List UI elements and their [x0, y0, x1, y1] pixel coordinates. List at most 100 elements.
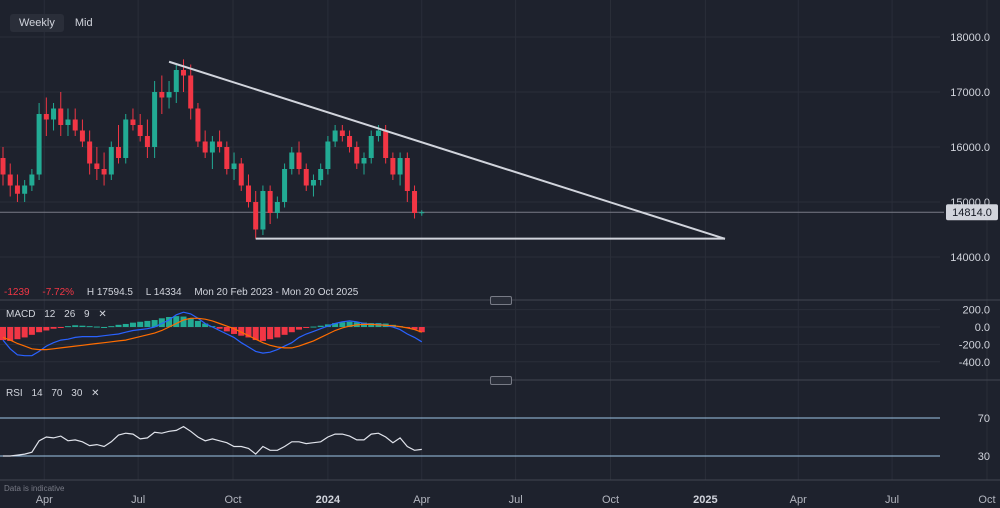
candle-body — [51, 108, 57, 120]
macd-histogram-bar — [86, 326, 93, 328]
macd-histogram-bar — [108, 326, 115, 328]
rsi-param-lower: 30 — [71, 388, 83, 399]
macd-histogram-bar — [93, 326, 100, 328]
macd-axis-tick: 200.0 — [962, 305, 990, 317]
candle-body — [404, 158, 410, 191]
macd-histogram-bar — [72, 325, 79, 327]
macd-histogram-bar — [223, 327, 230, 332]
candle-body — [116, 147, 122, 158]
price-axis-tick: 16000.0 — [950, 142, 990, 154]
macd-axis-tick: -400.0 — [959, 357, 990, 369]
macd-histogram-bar — [21, 327, 28, 338]
time-axis-label: 2025 — [693, 494, 717, 506]
pane-resize-handle-macd[interactable] — [490, 296, 512, 305]
price-axis-tick: 17000.0 — [950, 87, 990, 99]
rsi-legend: RSI 14 70 30 ✕ — [6, 388, 106, 399]
candle-body — [137, 125, 143, 136]
candle-body — [144, 136, 150, 147]
candle-body — [282, 169, 288, 202]
macd-histogram-bar — [101, 327, 108, 328]
macd-histogram-bar — [346, 321, 353, 327]
time-axis-label: 2024 — [316, 494, 341, 506]
macd-histogram-bar — [411, 327, 418, 330]
candle-body — [29, 174, 35, 186]
macd-signal-line — [2, 317, 423, 351]
close-icon[interactable]: ✕ — [91, 388, 100, 399]
macd-axis-tick: 0.0 — [975, 322, 990, 334]
macd-histogram-bar — [79, 325, 86, 327]
macd-histogram-bar — [281, 327, 288, 335]
rsi-param-length: 14 — [31, 388, 43, 399]
candle-body — [397, 158, 403, 175]
candle-body — [318, 169, 324, 180]
macd-histogram-bar — [252, 327, 259, 341]
candle-body — [7, 174, 13, 186]
interval-button[interactable]: Weekly — [10, 14, 64, 32]
time-axis-label: Apr — [413, 494, 430, 506]
macd-label: MACD — [6, 309, 36, 320]
candle-body — [224, 147, 230, 169]
macd-histogram-bar — [310, 326, 317, 328]
price-change-percent: -7.72% — [42, 287, 75, 298]
candle-body — [375, 130, 381, 136]
macd-histogram-bar — [137, 321, 144, 327]
macd-histogram-bar — [151, 320, 158, 327]
macd-histogram-bar — [267, 327, 274, 340]
macd-histogram-bar — [288, 327, 295, 333]
candle-body — [231, 163, 237, 169]
macd-histogram-bar — [57, 327, 64, 328]
candle-body — [217, 141, 223, 147]
candle-body — [303, 169, 309, 186]
time-axis-label: Apr — [36, 494, 53, 506]
candle-body — [419, 212, 425, 214]
time-axis-label: Jul — [509, 494, 523, 506]
macd-histogram-bar — [187, 318, 194, 327]
candle-body — [238, 163, 244, 186]
macd-histogram-bar — [368, 323, 375, 327]
macd-legend: MACD 12 26 9 ✕ — [6, 309, 113, 320]
macd-histogram-bar — [259, 327, 266, 341]
candle-body — [310, 180, 316, 186]
candle-body — [79, 130, 85, 142]
macd-histogram-bar — [180, 316, 187, 327]
macd-param-slow: 26 — [64, 309, 76, 320]
candle-body — [325, 141, 331, 169]
pane-resize-handle-rsi[interactable] — [490, 376, 512, 385]
candle-body — [368, 136, 374, 158]
macd-histogram-bar — [158, 318, 165, 327]
rsi-param-upper: 70 — [51, 388, 63, 399]
price-type-button[interactable]: Mid — [74, 17, 93, 29]
candle-body — [245, 185, 251, 202]
current-price-tag — [946, 204, 998, 221]
candle-body — [87, 141, 93, 164]
macd-histogram-bar — [339, 322, 346, 327]
time-axis-label: Oct — [224, 494, 241, 506]
macd-axis-tick: -200.0 — [959, 339, 990, 351]
macd-histogram-bar — [245, 327, 252, 338]
candle-body — [108, 147, 114, 175]
candle-body — [181, 70, 186, 76]
macd-histogram-bar — [43, 327, 50, 331]
macd-histogram-bar — [332, 323, 339, 327]
time-axis-label: Oct — [978, 494, 995, 506]
header-info: -1239 -7.72% H 17594.5 L 14334 Mon 20 Fe… — [4, 287, 368, 298]
candle-body — [195, 108, 201, 142]
candle-body — [260, 191, 266, 230]
toolbar: Weekly Mid — [10, 14, 102, 32]
macd-histogram-bar — [303, 327, 310, 328]
macd-histogram-bar — [129, 322, 136, 327]
macd-param-fast: 12 — [44, 309, 56, 320]
candle-body — [354, 147, 360, 164]
rsi-label: RSI — [6, 388, 23, 399]
time-axis-label: Jul — [885, 494, 899, 506]
macd-histogram-bar — [296, 327, 303, 330]
current-price-label: 14814.0 — [952, 207, 992, 219]
candle-body — [412, 191, 418, 213]
candle-body — [159, 92, 165, 98]
close-icon[interactable]: ✕ — [98, 309, 107, 320]
candle-body — [296, 152, 302, 169]
macd-histogram-bar — [202, 323, 209, 327]
candle-body — [188, 75, 194, 109]
candle-body — [361, 158, 367, 164]
